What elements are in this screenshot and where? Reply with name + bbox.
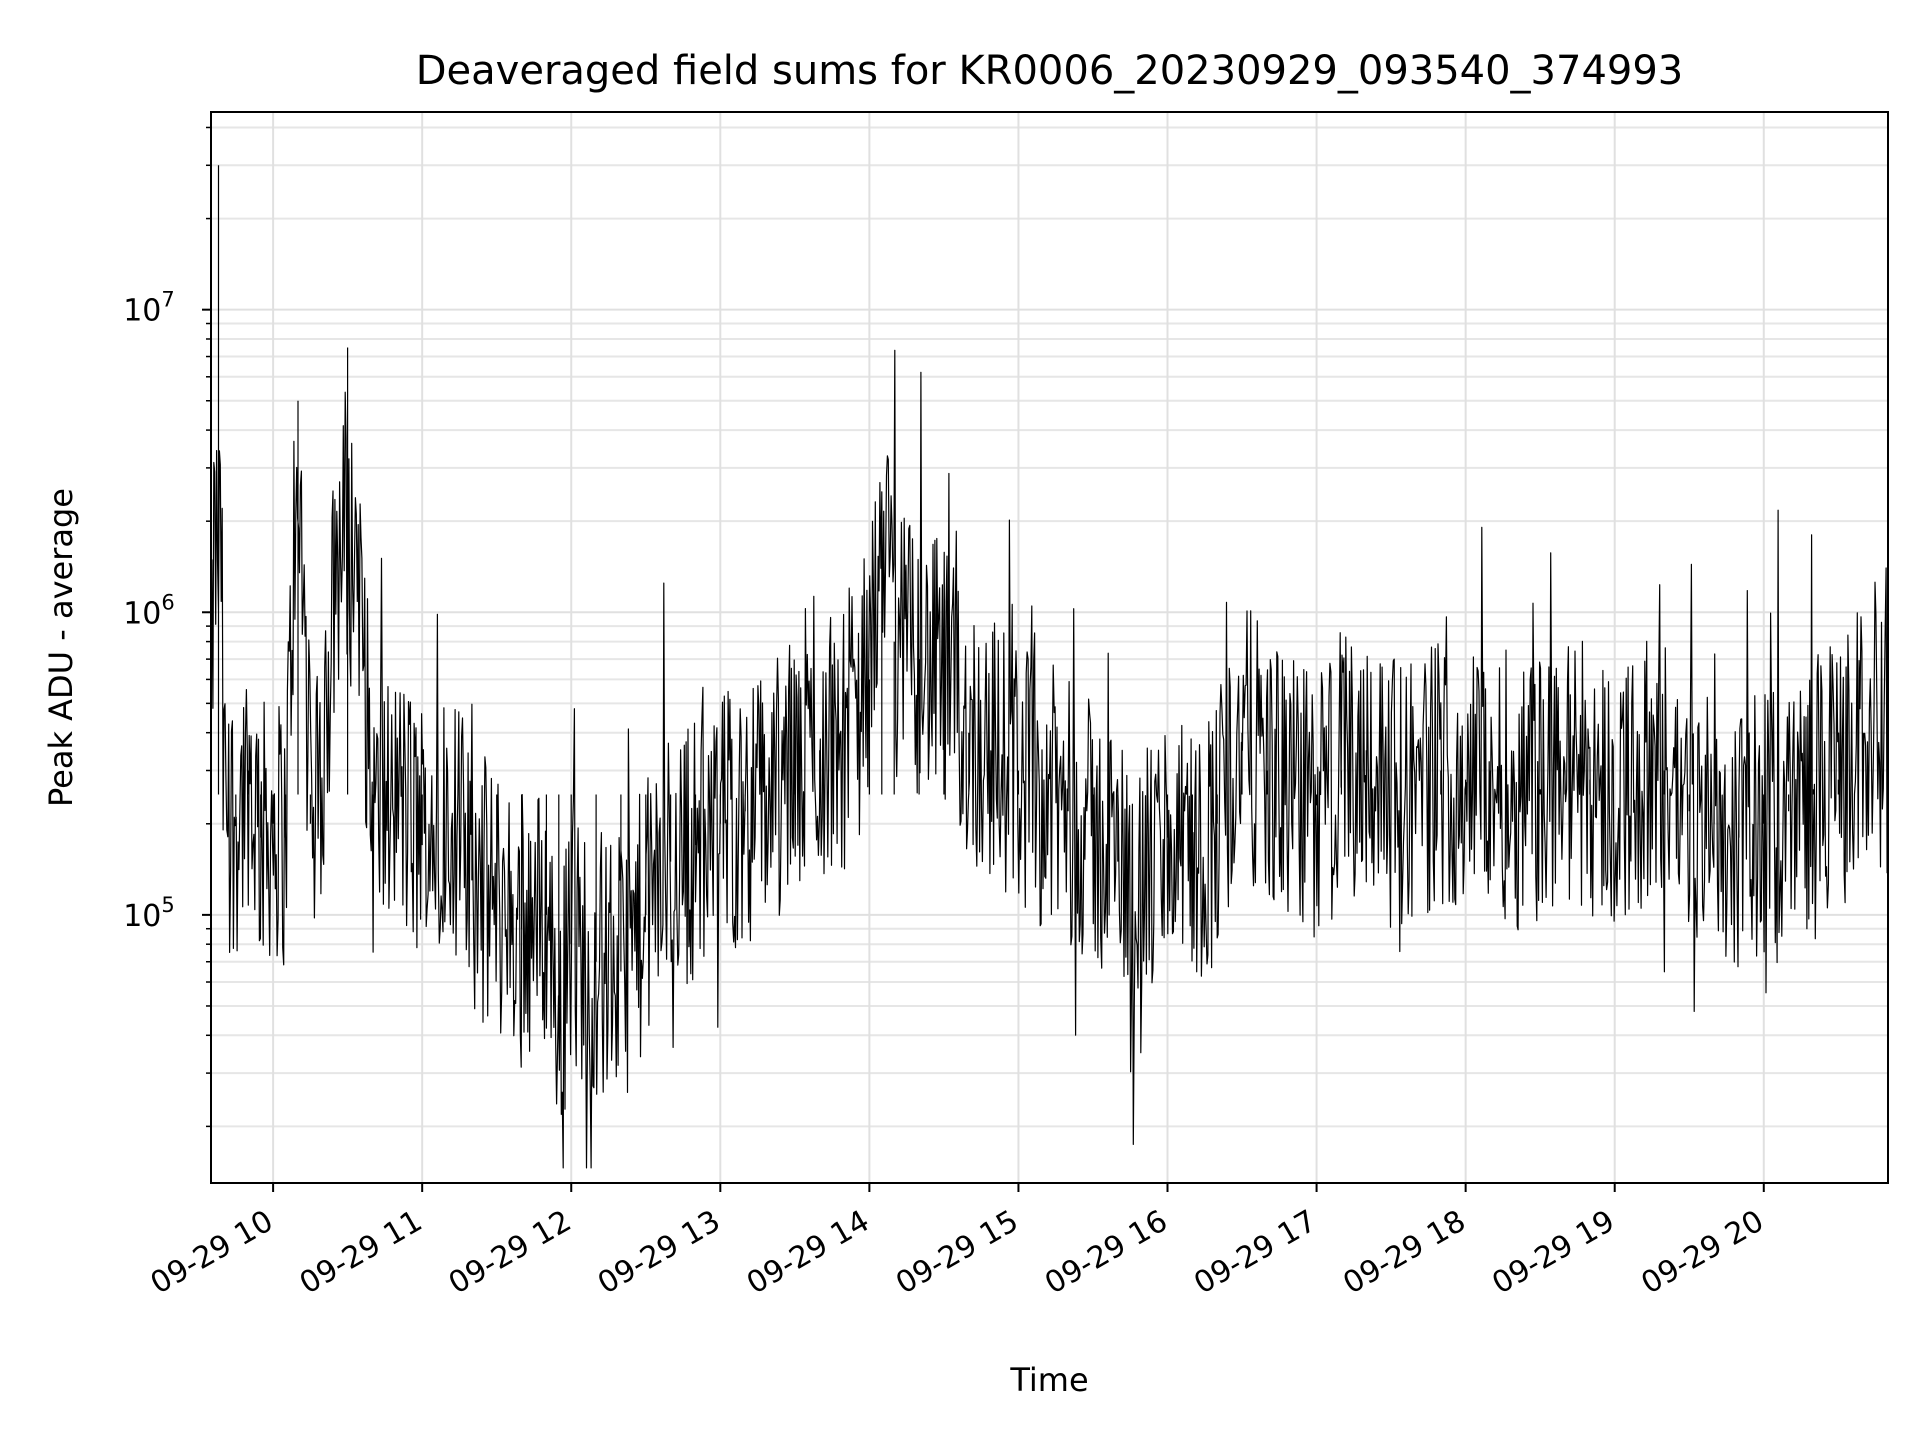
- y-tick-label: 106: [123, 590, 175, 631]
- plot-frame: [210, 111, 1889, 1184]
- y-axis: 105 106 107: [123, 126, 211, 1128]
- y-tick-label: 107: [123, 288, 175, 329]
- y-tick-label: 105: [123, 893, 175, 934]
- series-line-0: [210, 165, 1889, 1169]
- y-axis-label: Peak ADU - average: [42, 488, 80, 807]
- chart-title: Deaveraged field sums for KR0006_2023092…: [416, 48, 1684, 94]
- x-axis-label: Time: [1009, 1361, 1088, 1399]
